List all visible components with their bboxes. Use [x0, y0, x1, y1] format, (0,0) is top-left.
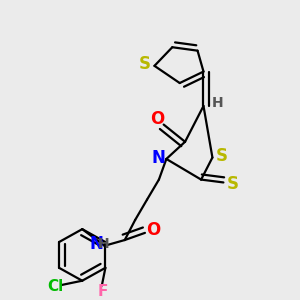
Text: N: N: [152, 149, 166, 167]
Text: Cl: Cl: [47, 279, 64, 294]
Text: S: S: [216, 147, 228, 165]
Text: O: O: [150, 110, 164, 128]
Text: F: F: [98, 284, 108, 299]
Text: S: S: [226, 175, 238, 193]
Text: S: S: [139, 56, 151, 74]
Text: N: N: [89, 235, 103, 253]
Text: O: O: [146, 221, 160, 239]
Text: H: H: [98, 237, 109, 251]
Text: H: H: [212, 95, 224, 110]
